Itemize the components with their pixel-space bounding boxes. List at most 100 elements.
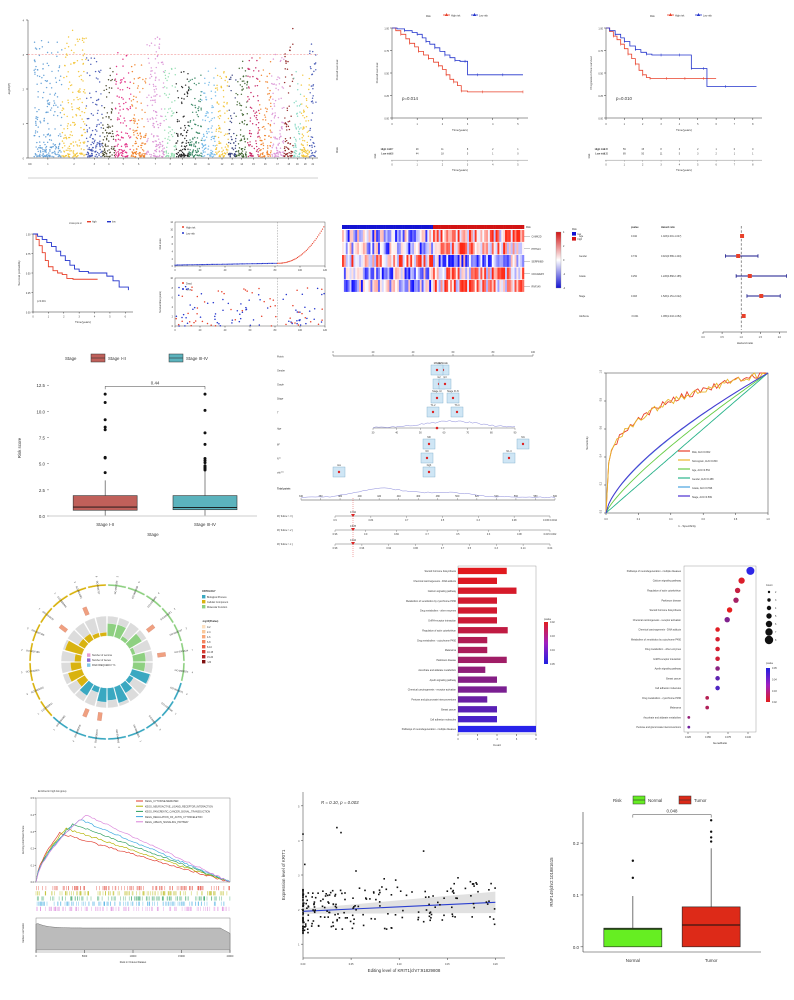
risk-legend-item: High risk	[186, 226, 196, 229]
corr-point	[302, 931, 304, 934]
nomogram-row-label: Total points	[277, 488, 291, 491]
corr-point	[455, 897, 457, 899]
gocircle-ontology-swatch	[202, 595, 206, 599]
corr-point	[307, 905, 310, 907]
correlation-scatter-plot: 0.00 0.05 0.10 0.15 0.20 1 2 3 4 5 Editing level o…	[281, 792, 505, 973]
nomogram-node-label: high	[427, 464, 432, 467]
gocircle-term-band	[52, 594, 69, 608]
corr-point	[378, 901, 381, 903]
corr-point	[341, 928, 344, 930]
corr-point	[306, 928, 309, 930]
boxstage-pvalue: 0.44	[151, 380, 160, 385]
roc-ylabel: Sensitivity	[585, 436, 589, 450]
nomogram-node-label: low	[337, 464, 341, 467]
gocircle-term-label: GO:0000166	[160, 702, 173, 713]
nomogram-prob-tick: 0.3	[495, 547, 499, 550]
gocircle-inner-value	[113, 624, 127, 640]
gsea-title: Enriched in high risk group	[38, 790, 67, 793]
km-risk-table: Risk High risk 57 29 11 8 2 1 Low risk 58 44 18 5 1 0 0…	[374, 148, 528, 172]
forest-xtick: 0.5	[720, 336, 724, 339]
corr-point	[450, 887, 452, 890]
panel-boxplot-stage: Stage Stage I-II Stage III-IV 0.0 2.5 5.0 7.5 1…	[5, 348, 275, 553]
corr-point	[369, 898, 371, 900]
gocircle-term-label: GO:0003700	[148, 715, 159, 728]
manhattan-ytick: 4	[23, 20, 25, 23]
corr-point	[364, 889, 366, 892]
roc-xlabel: 1 - Specificity	[678, 524, 696, 528]
keggdot-category-label: Metabolism of xenobiotics by cytochrome …	[631, 638, 682, 641]
gsea-ytick: 0.1	[31, 864, 35, 867]
risk-table-count: 1	[752, 153, 754, 156]
nomogram-total-tick: 540	[494, 495, 499, 498]
keggbar-bar	[458, 587, 517, 594]
forest-hr-text: 0.921(0.589-1.440)	[661, 255, 682, 258]
forest-hr-text: 1.226(0.868-2.185)	[661, 275, 682, 278]
gocircle-inner-value	[64, 640, 85, 656]
corr-point	[439, 904, 441, 906]
forest-variable: riskScore	[579, 315, 590, 318]
corr-point	[417, 918, 419, 921]
manhattan-ylabel: -log10(P)	[7, 83, 11, 95]
boxstage-legend-item: Stage III-IV	[186, 356, 208, 361]
km-ytick: 0.75	[384, 50, 389, 53]
forest-point-estimate	[740, 234, 745, 238]
risk-table-xtick: 3	[467, 164, 469, 167]
manhattan-xtick: 1	[47, 163, 49, 166]
gocircle-term-band	[107, 735, 127, 741]
corr-point	[343, 911, 345, 914]
boxtum-legend-item: Normal	[648, 798, 662, 803]
km-xtick: 6	[715, 123, 717, 126]
corr-point	[353, 906, 355, 908]
boxstage-ytick: 7.5	[39, 436, 46, 441]
corr-point	[390, 894, 393, 896]
keggbar-bar	[458, 577, 497, 584]
gocircle-term-band	[39, 700, 53, 717]
corr-point	[387, 913, 389, 915]
corr-point	[365, 898, 368, 900]
gocircle-term-label: GO:0005886	[147, 595, 158, 608]
risk-table-row-label: High risk	[595, 148, 606, 151]
keggdot-category-label: Calcium signaling pathway	[653, 580, 682, 583]
corr-point	[352, 907, 354, 909]
gocircle-term-band	[145, 716, 162, 730]
nomogram-body: Points 0 20 40 60 80 100 Gender Grade Stage T Age M*…	[276, 351, 558, 558]
boxtum-xtick: Normal	[626, 958, 640, 963]
keggdot-count-item: 5	[775, 615, 777, 618]
corr-point	[477, 890, 479, 893]
corr-point	[470, 895, 472, 897]
corr-point	[302, 913, 304, 916]
gocircle-ontology-item: Cellular Component	[207, 601, 228, 604]
keggdot-xtick: 0.025	[685, 736, 692, 739]
risk-table-xtick: 2	[642, 164, 644, 167]
expression-heatmap: Risk CAMK2D PTPN13 SERPINB9 CDC42EP3 RNF149 4 2…	[342, 225, 583, 292]
gsea-curve	[35, 823, 231, 883]
corr-point	[434, 906, 436, 908]
risk-table-count: 8	[467, 148, 469, 151]
corr-point	[326, 910, 328, 912]
keggbar-xtick: 0	[457, 738, 459, 741]
keggdot-point	[715, 636, 720, 642]
corr-point	[323, 906, 326, 909]
boxtum-box	[681, 906, 741, 948]
nomogram-total-tick: 560	[514, 495, 519, 498]
keggdot-count-swatch	[766, 613, 772, 619]
keggbar-bar	[458, 567, 507, 575]
keggdot-point	[726, 607, 733, 613]
km-xtick: 3	[467, 123, 469, 126]
corr-point	[302, 890, 304, 893]
corr-point	[422, 920, 425, 923]
boxtum-box	[603, 927, 663, 948]
km-legend: Risk High risk Low risk	[650, 13, 713, 18]
corr-point	[493, 908, 496, 910]
risk-bottom-xtick: 0	[174, 329, 176, 332]
boxstage-ytick: 12.5	[36, 383, 45, 388]
keggbar-legend-tick: 0.05	[550, 663, 555, 666]
gocircle-scale-item: 0-2	[207, 626, 211, 629]
keggbar-category-label: Pathways of neurodegeneration - multiple…	[402, 728, 457, 731]
corr-point	[358, 887, 361, 889]
forest-body: pvalue Hazard ratio Age 0.042 1.023(1.001-1.…	[579, 226, 787, 345]
corr-point	[473, 885, 475, 887]
km-small-xtick: 2	[63, 316, 65, 319]
boxstage-outlier	[103, 400, 107, 404]
corr-point	[453, 882, 455, 885]
